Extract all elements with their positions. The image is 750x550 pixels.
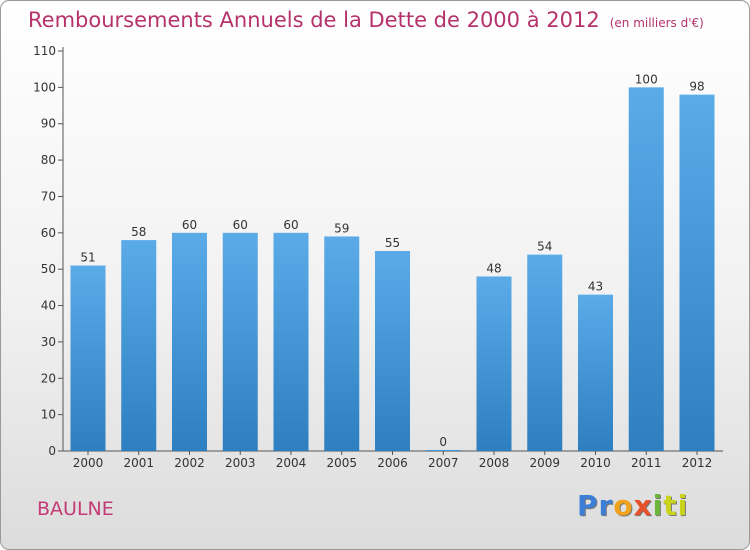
x-tick-label: 2009 <box>529 456 560 470</box>
bar-value-label: 48 <box>486 261 501 275</box>
y-tick-label: 100 <box>33 80 56 94</box>
bar-value-label: 58 <box>131 225 146 239</box>
chart-title-text: Remboursements Annuels de la Dette de 20… <box>28 8 600 32</box>
x-tick-label: 2011 <box>631 456 662 470</box>
bar <box>476 276 512 451</box>
bar-value-label: 100 <box>635 72 658 86</box>
bar <box>425 450 461 451</box>
chart-unit: (en milliers d'€) <box>609 16 704 30</box>
chart-title: Remboursements Annuels de la Dette de 20… <box>28 8 704 32</box>
y-tick-label: 90 <box>41 117 56 131</box>
x-tick-label: 2002 <box>174 456 205 470</box>
bar <box>578 294 613 451</box>
bar <box>679 94 715 452</box>
x-tick-label: 2000 <box>73 456 104 470</box>
bar-value-label: 55 <box>385 236 400 250</box>
x-tick-label: 2001 <box>123 456 154 470</box>
bar-value-label: 51 <box>80 251 95 265</box>
bar-value-label: 60 <box>182 218 197 232</box>
y-tick-label: 30 <box>41 335 56 349</box>
y-tick-label: 110 <box>33 44 56 58</box>
y-tick-label: 70 <box>41 189 56 203</box>
bar-value-label: 60 <box>233 218 248 232</box>
bar <box>628 87 664 451</box>
bar <box>273 232 309 451</box>
x-tick-label: 2010 <box>580 456 611 470</box>
x-tick-label: 2006 <box>377 456 408 470</box>
bar-value-label: 59 <box>334 221 349 235</box>
y-tick-label: 0 <box>48 444 56 458</box>
bar <box>527 254 563 451</box>
bar <box>324 236 360 451</box>
bars: 51 58 60 60 60 59 55 0 48 54 43 100 98 <box>70 72 715 452</box>
bar-value-label: 54 <box>537 240 552 254</box>
x-tick-label: 2004 <box>276 456 307 470</box>
x-tick-label: 2012 <box>682 456 713 470</box>
x-tick-label: 2008 <box>479 456 510 470</box>
x-tick-label: 2003 <box>225 456 256 470</box>
bar-value-label: 43 <box>588 280 603 294</box>
commune-name: BAULNE <box>37 498 114 520</box>
bar-value-label: 0 <box>439 435 447 449</box>
bar-value-label: 98 <box>689 80 704 94</box>
y-tick-label: 50 <box>41 262 56 276</box>
bar <box>70 265 106 451</box>
bar <box>222 232 258 451</box>
proxiti-logo: Proxiti <box>577 489 689 522</box>
bar <box>172 232 207 451</box>
axes: 0 10 20 30 40 50 60 70 80 90 100 110 2000 2001 2002 200… <box>33 44 723 470</box>
y-tick-label: 20 <box>41 371 56 385</box>
bar-value-label: 60 <box>283 218 298 232</box>
y-tick-label: 80 <box>41 153 56 167</box>
bar <box>375 251 410 451</box>
y-tick-label: 40 <box>41 299 56 313</box>
bar <box>121 240 157 451</box>
x-tick-label: 2007 <box>428 456 459 470</box>
y-tick-label: 60 <box>41 226 56 240</box>
x-tick-label: 2005 <box>326 456 357 470</box>
y-tick-label: 10 <box>41 408 56 422</box>
